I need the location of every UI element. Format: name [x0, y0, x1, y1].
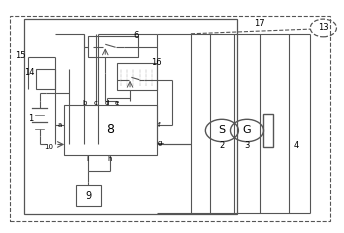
Text: 10: 10 — [44, 144, 53, 150]
Bar — [36, 69, 55, 89]
Bar — [76, 185, 101, 206]
Text: b: b — [82, 100, 86, 106]
Text: 14: 14 — [24, 68, 34, 77]
Bar — [10, 16, 330, 221]
Text: a: a — [58, 122, 62, 128]
Text: 8: 8 — [106, 123, 114, 136]
Text: e: e — [115, 100, 119, 106]
Text: 15: 15 — [15, 51, 26, 60]
Text: 6: 6 — [133, 31, 139, 40]
Text: g: g — [158, 140, 162, 146]
Text: f: f — [158, 122, 161, 128]
Text: 16: 16 — [151, 58, 162, 67]
Bar — [263, 114, 273, 147]
Text: 17: 17 — [255, 19, 265, 28]
Text: 9: 9 — [86, 191, 92, 201]
Text: i: i — [87, 156, 89, 162]
Bar — [64, 105, 157, 155]
Text: 4: 4 — [293, 141, 299, 150]
Text: c: c — [94, 100, 98, 106]
Text: S: S — [218, 126, 225, 135]
Bar — [88, 36, 138, 57]
Bar — [117, 63, 157, 90]
Text: 2: 2 — [219, 141, 225, 150]
Bar — [24, 19, 237, 214]
Text: d: d — [105, 100, 109, 106]
Text: 1: 1 — [28, 114, 34, 123]
Text: 13: 13 — [318, 24, 329, 32]
Text: G: G — [243, 126, 251, 135]
Text: h: h — [108, 156, 112, 162]
Text: 3: 3 — [244, 141, 250, 150]
